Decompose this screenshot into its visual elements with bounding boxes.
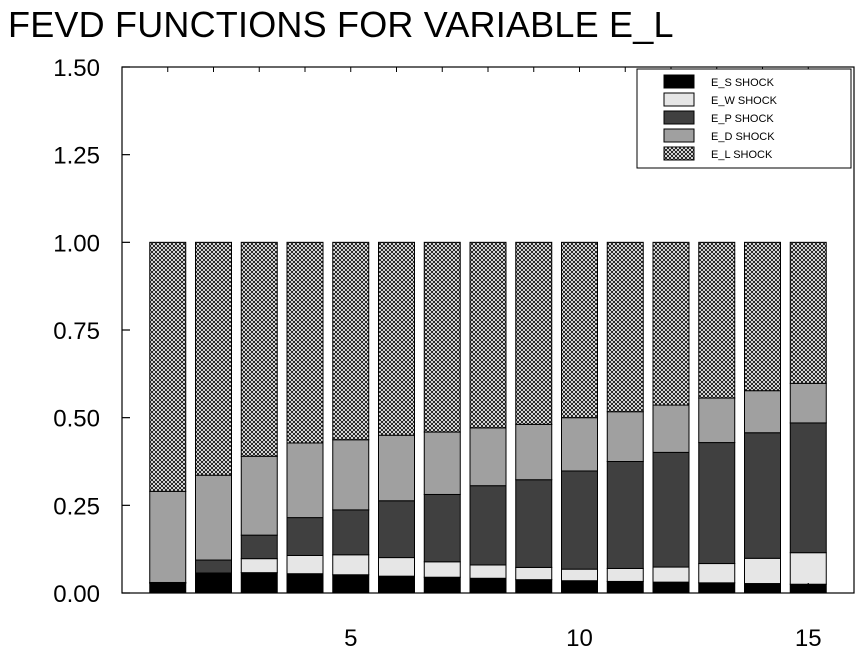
y-tick-label: 1.00	[53, 230, 100, 257]
bar-segment-e-d-shock-period-4	[286, 442, 324, 519]
bar-segment-e-d-shock-period-14	[744, 390, 781, 434]
bar-segment-e-w-shock-period-9	[515, 566, 553, 581]
bar-segment-e-p-shock-period-3	[240, 534, 278, 560]
bar-segment-e-w-shock-period-10	[561, 568, 598, 582]
bar-segment-e-w-shock-period-6	[378, 557, 415, 577]
y-tick-label: 0.25	[53, 493, 100, 520]
bar-segment-e-w-shock-period-12	[652, 566, 690, 583]
bar-segment-e-p-shock-period-12	[652, 451, 690, 568]
bar-segment-e-w-shock-period-13	[698, 563, 736, 584]
legend-label: E_D SHOCK	[711, 131, 775, 143]
bar-segment-e-l-shock-period-13	[698, 241, 736, 399]
bar-segment-e-l-shock-period-6	[378, 241, 415, 436]
bar-segment-e-d-shock-period-3	[240, 455, 278, 536]
bar-segment-e-l-shock-period-7	[423, 241, 461, 433]
bar-segment-e-w-shock-period-3	[240, 558, 278, 574]
bar-segment-e-d-shock-period-13	[698, 397, 736, 444]
bar-segment-e-d-shock-period-5	[332, 439, 370, 511]
bar-segment-e-l-shock-period-12	[652, 241, 690, 406]
legend-swatch	[663, 146, 695, 161]
y-tick-label: 1.50	[53, 55, 100, 82]
legend-label: E_W SHOCK	[711, 95, 778, 107]
bar-segment-e-p-shock-period-6	[378, 500, 415, 559]
bar-segment-e-d-shock-period-11	[606, 411, 644, 462]
bar-segment-e-l-shock-period-11	[606, 241, 644, 413]
bar-segment-e-l-shock-period-2	[195, 241, 232, 476]
bar-segment-e-w-shock-period-5	[332, 554, 370, 576]
bar-segment-e-d-shock-period-10	[561, 417, 598, 472]
bar-segment-e-d-shock-period-8	[469, 427, 507, 487]
bar-segment-e-d-shock-period-7	[423, 431, 461, 495]
bar-segment-e-w-shock-period-15	[789, 552, 827, 585]
bar-segment-e-p-shock-period-15	[789, 422, 827, 554]
bar-segment-e-p-shock-period-11	[606, 461, 644, 569]
bar-segment-e-l-shock-period-14	[744, 241, 781, 392]
bar-segment-e-l-shock-period-4	[286, 241, 324, 444]
bar-segment-e-w-shock-period-11	[606, 567, 644, 582]
bar-segment-e-p-shock-period-5	[332, 509, 370, 556]
legend-swatch	[663, 92, 695, 107]
legend-swatch	[663, 128, 695, 143]
legend-label: E_S SHOCK	[711, 77, 775, 89]
bar-segment-e-l-shock-period-1	[149, 241, 187, 492]
bar-segment-e-d-shock-period-2	[195, 474, 232, 561]
bar-segment-e-w-shock-period-14	[744, 557, 781, 585]
legend-label: E_P SHOCK	[711, 113, 774, 125]
bar-segment-e-l-shock-period-8	[469, 241, 507, 429]
legend-label: E_L SHOCK	[711, 149, 773, 161]
bar-segment-e-d-shock-period-12	[652, 404, 690, 453]
y-tick-label: 0.00	[53, 581, 100, 608]
bar-segment-e-p-shock-period-14	[744, 432, 781, 559]
bar-segment-e-p-shock-period-8	[469, 485, 507, 566]
legend-swatch	[663, 110, 695, 125]
y-tick-label: 0.75	[53, 318, 100, 345]
bar-segment-e-p-shock-period-2	[195, 559, 232, 574]
bar-segment-e-w-shock-period-8	[469, 564, 507, 579]
bar-segment-e-p-shock-period-4	[286, 517, 324, 556]
bar-segment-e-d-shock-period-1	[149, 490, 187, 583]
bar-segment-e-w-shock-period-7	[423, 561, 461, 578]
bar-segment-e-l-shock-period-10	[561, 241, 598, 419]
bar-segment-e-w-shock-period-4	[286, 554, 324, 575]
x-tick-label: 5	[344, 625, 357, 652]
x-tick-label: 10	[566, 625, 593, 652]
bar-segment-e-p-shock-period-13	[698, 442, 736, 565]
bar-segment-e-p-shock-period-7	[423, 493, 461, 563]
bar-segment-e-l-shock-period-5	[332, 241, 370, 441]
legend-swatch	[663, 74, 695, 89]
bar-segment-e-l-shock-period-3	[240, 241, 278, 457]
chart-title: FEVD FUNCTIONS FOR VARIABLE E_L	[8, 4, 674, 45]
bar-segment-e-d-shock-period-15	[789, 382, 827, 424]
y-tick-label: 0.50	[53, 406, 100, 433]
bar-segment-e-p-shock-period-9	[515, 479, 553, 568]
bar-segment-e-p-shock-period-10	[561, 470, 598, 570]
bar-segment-e-d-shock-period-9	[515, 423, 553, 481]
x-tick-label: 15	[795, 625, 822, 652]
bar-segment-e-l-shock-period-9	[515, 241, 553, 425]
bar-segment-e-l-shock-period-15	[789, 241, 827, 384]
y-tick-label: 1.25	[53, 143, 100, 170]
bar-segment-e-d-shock-period-6	[378, 434, 415, 502]
